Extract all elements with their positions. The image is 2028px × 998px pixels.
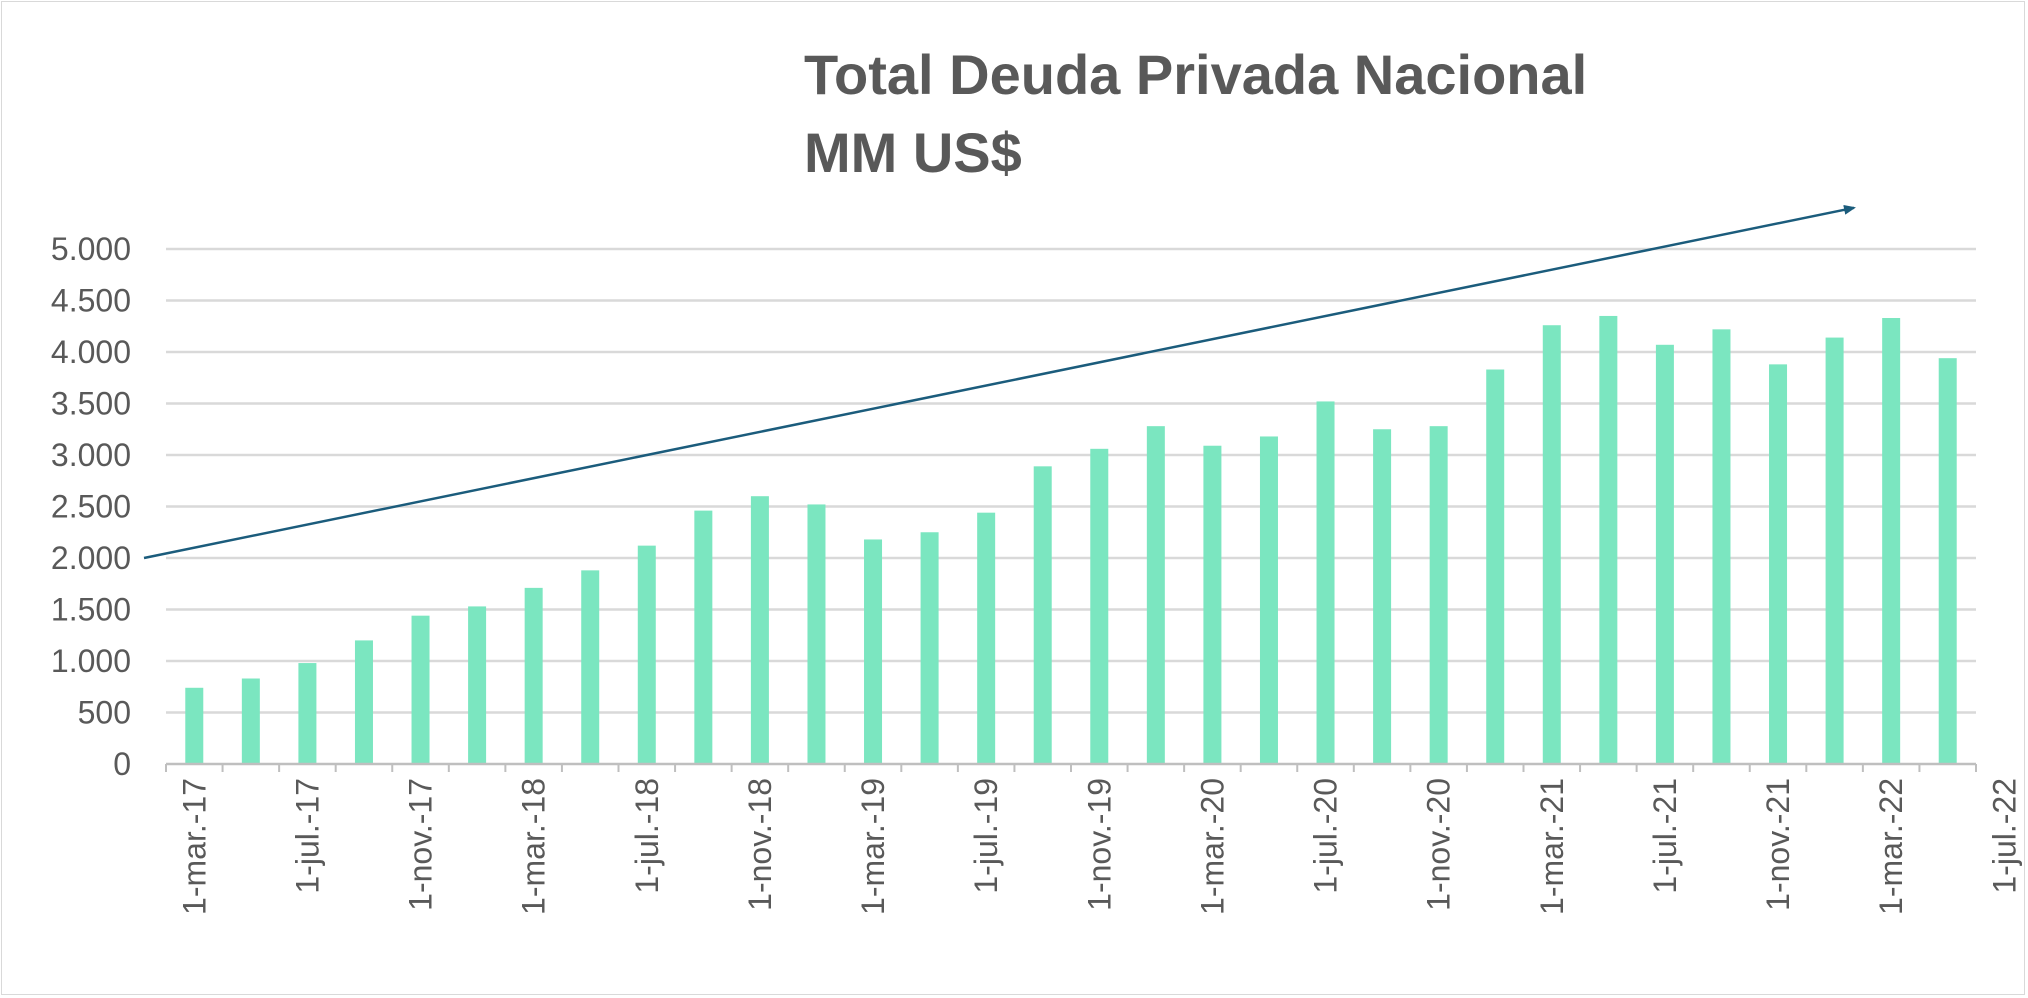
x-tick-label: 1-jul.-21 [1647,778,1683,894]
x-tick-label: 1-jul.-22 [1986,778,2022,894]
bar [1373,429,1392,764]
bar [241,678,260,764]
x-axis-ticks: 1-mar.-17 1-jul.-17 1-nov.-17 1-mar.-18 1-ju… [176,778,2022,915]
y-tick-label: 500 [78,695,131,731]
bar [750,496,769,764]
bar [581,570,600,764]
x-tick-label: 1-jul.-18 [629,778,665,894]
bar [1316,401,1335,764]
bar [1655,344,1674,764]
bar [1486,369,1505,764]
bar [1769,364,1788,764]
bar [1599,315,1618,764]
bar [524,587,543,764]
x-tick-label: 1-nov.-20 [1421,778,1457,911]
bar [1259,436,1278,764]
bar [864,539,883,764]
bar [298,663,317,764]
chart-title-line-1: Total Deuda Privada Nacional [804,43,1588,106]
x-tick-label: 1-mar.-18 [516,778,552,915]
x-tick-label: 1-jul.-19 [968,778,1004,894]
x-tick-label: 1-mar.-20 [1194,778,1230,915]
bar [1429,426,1448,764]
bar [1712,329,1731,764]
bar [185,687,204,764]
x-axis [165,762,1977,772]
x-tick-label: 1-nov.-19 [1081,778,1117,911]
x-tick-label: 1-mar.-21 [1534,778,1570,915]
y-tick-label: 3.000 [51,437,131,473]
trend-arrow [143,204,1856,560]
bar [1146,426,1165,764]
x-tick-label: 1-jul.-20 [1308,778,1344,894]
bar [977,512,996,764]
bar [807,504,826,764]
y-tick-label: 2.000 [51,540,131,576]
trend-arrow-line [143,204,1856,560]
bar [468,606,487,764]
bar [637,545,656,764]
bar [1033,466,1052,764]
bar [354,640,373,764]
x-tick-label: 1-nov.-18 [742,778,778,911]
bar [694,510,713,764]
chart-title-line-2: MM US$ [804,121,1022,184]
bar [1203,445,1222,764]
chart-title: Total Deuda Privada Nacional MM US$ [804,36,1587,192]
x-tick-label: 1-mar.-22 [1873,778,1909,915]
bar [1542,325,1561,764]
y-axis-ticks: 0 500 1.000 1.500 2.000 2.500 3.000 3.500 4.000 4… [51,231,131,782]
y-tick-label: 0 [113,746,131,782]
bar [920,532,939,764]
y-tick-label: 3.500 [51,386,131,422]
y-tick-label: 1.000 [51,643,131,679]
y-tick-label: 4.500 [51,283,131,319]
bar [1938,358,1957,764]
x-tick-label: 1-mar.-17 [176,778,212,915]
y-tick-label: 1.500 [51,592,131,628]
bar [1825,337,1844,764]
y-tick-label: 4.000 [51,334,131,370]
bar [1882,318,1901,764]
x-tick-label: 1-jul.-17 [289,778,325,894]
y-tick-label: 5.000 [51,231,131,267]
bar [411,615,430,764]
y-tick-label: 2.500 [51,489,131,525]
bar [1090,448,1109,764]
gridlines [166,247,1976,714]
bars [185,315,1957,764]
x-tick-label: 1-mar.-19 [855,778,891,915]
x-tick-label: 1-nov.-21 [1760,778,1796,911]
x-tick-label: 1-nov.-17 [403,778,439,911]
